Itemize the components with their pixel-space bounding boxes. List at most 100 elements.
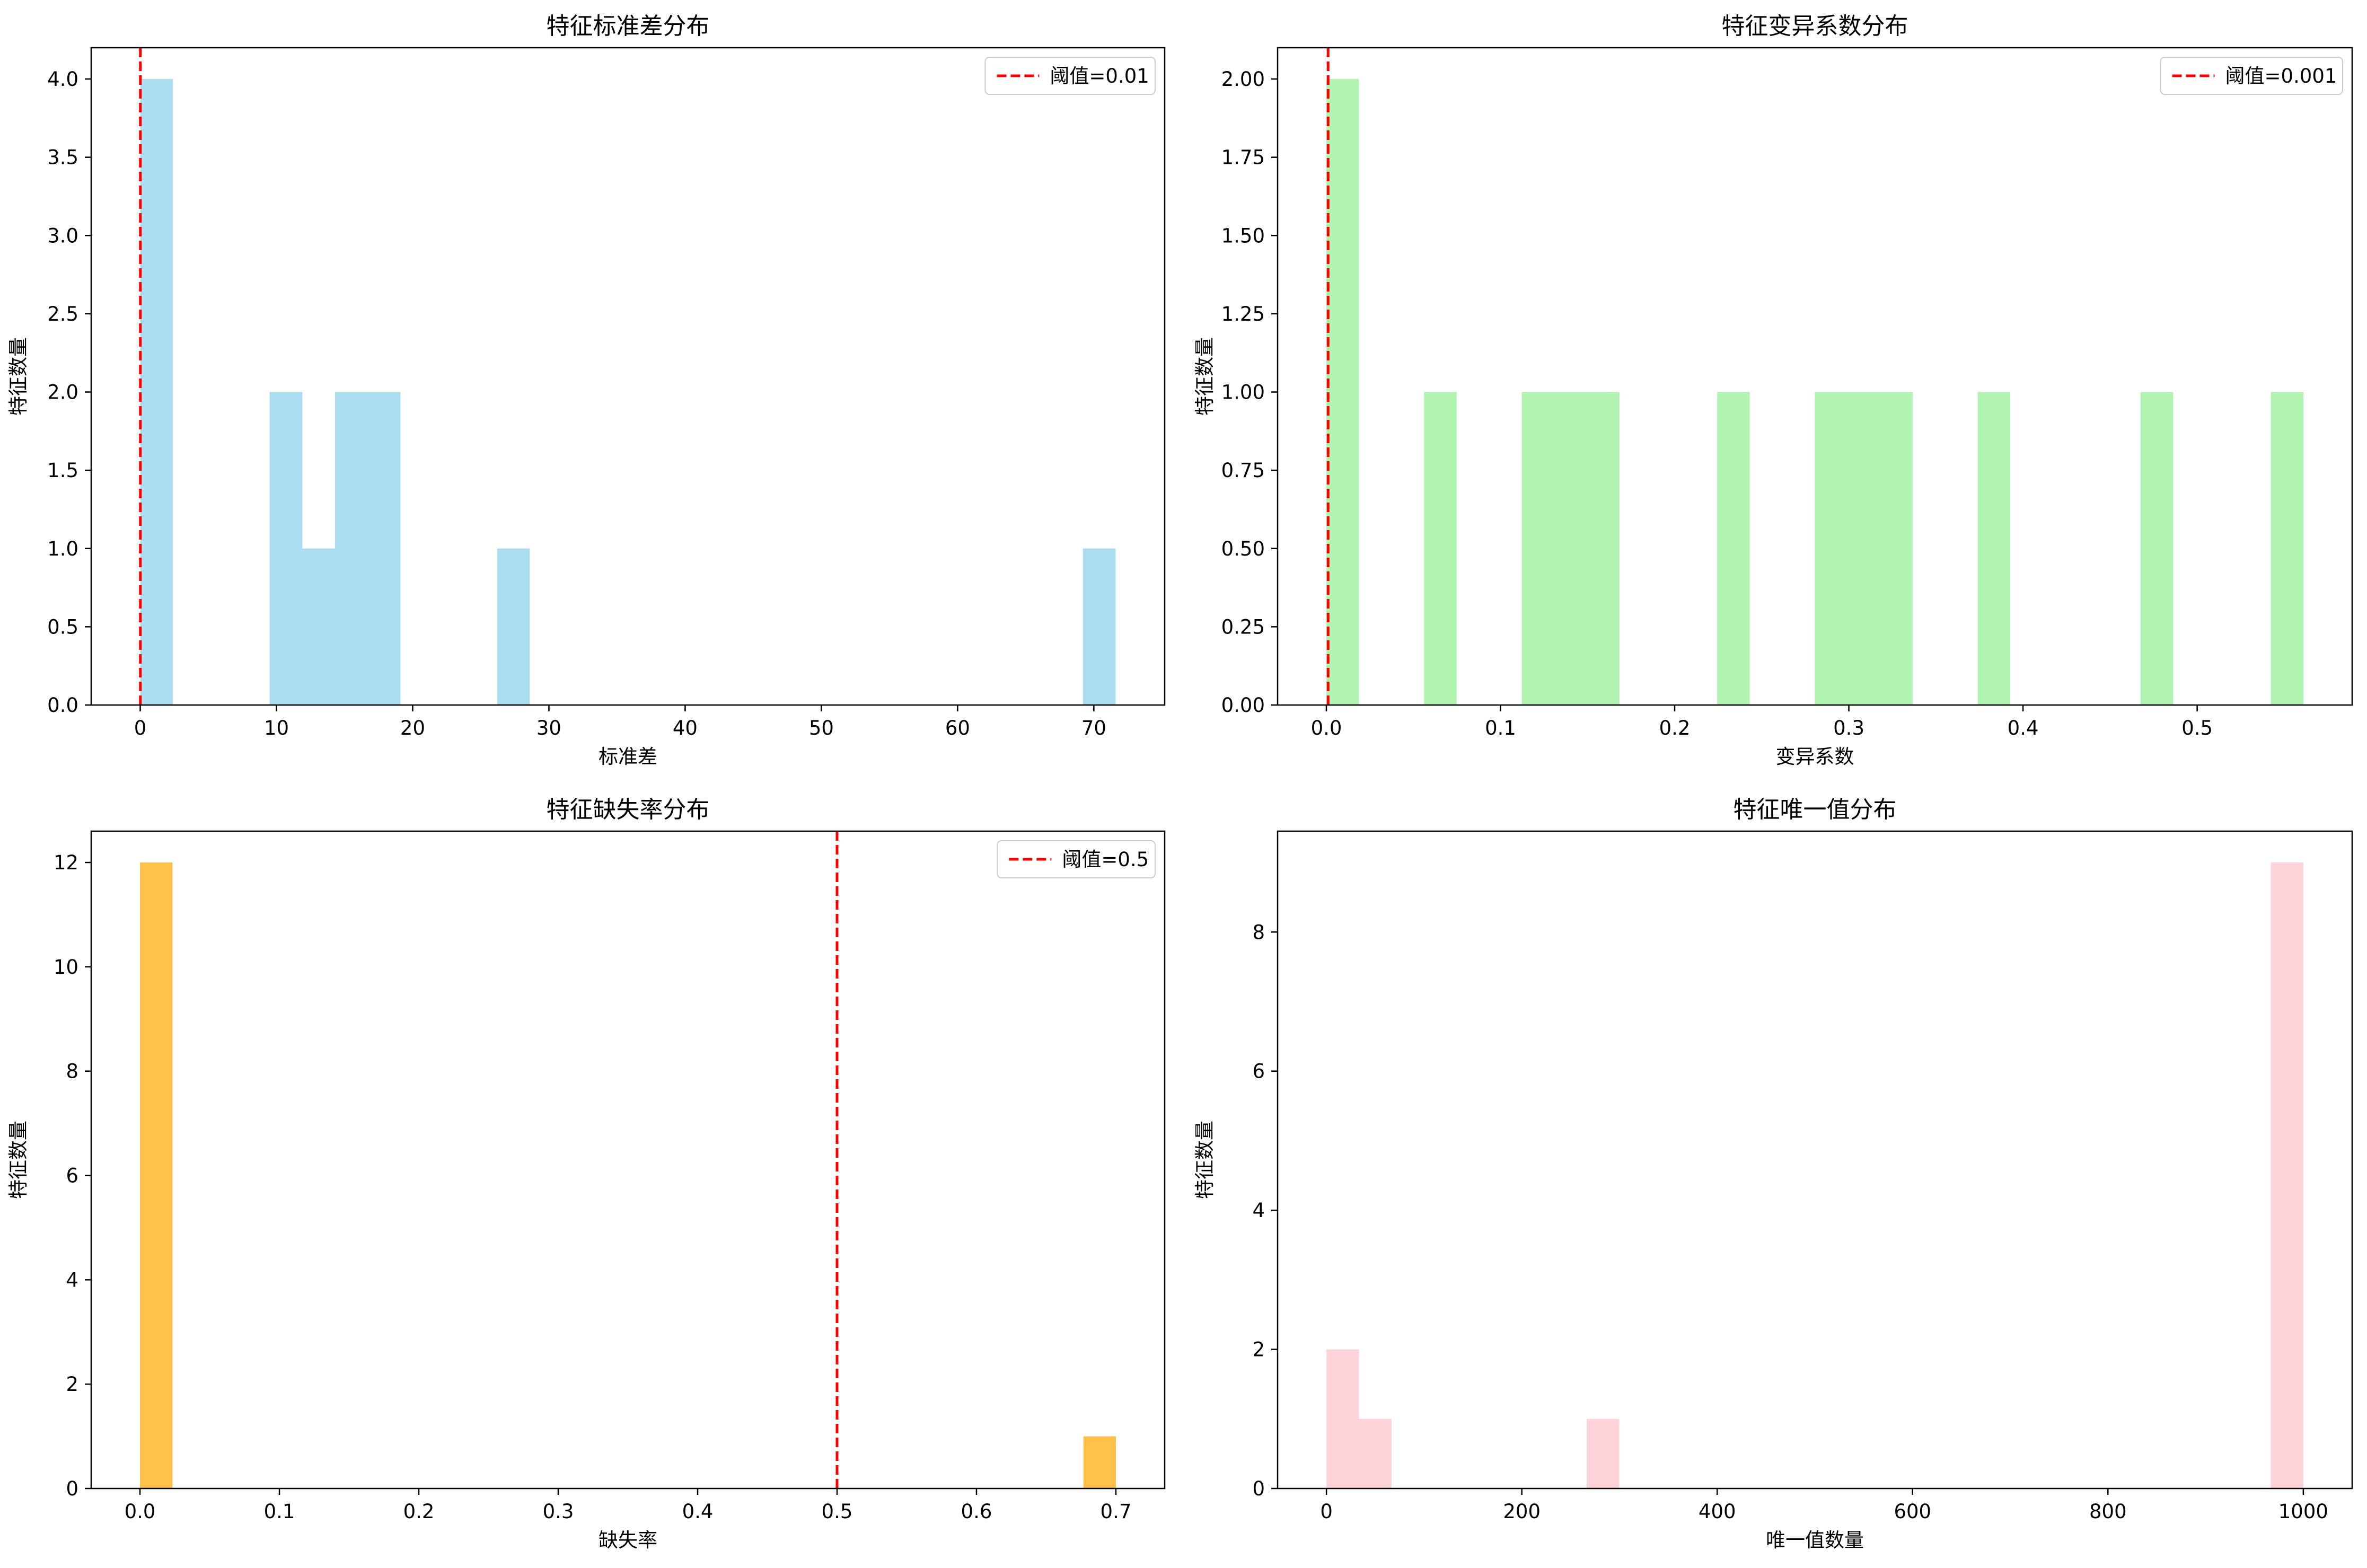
- legend: 阈值=0.001: [2160, 57, 2343, 95]
- x-tick-label: 0.3: [1833, 717, 1864, 739]
- legend-box: [997, 840, 1156, 878]
- histogram-bar: [1083, 1436, 1116, 1488]
- x-tick-label: 0.6: [961, 1500, 992, 1523]
- histogram-bar: [302, 548, 335, 705]
- y-axis-label: 特征数量: [1193, 337, 1216, 416]
- histogram-bar: [1083, 548, 1116, 705]
- y-tick-label: 0.75: [1221, 459, 1265, 482]
- legend: 阈值=0.01: [984, 57, 1156, 95]
- y-tick-label: 2: [66, 1373, 78, 1396]
- histogram-bar: [1359, 1419, 1392, 1488]
- x-tick-label: 400: [1699, 1500, 1736, 1523]
- histogram-bar: [1326, 79, 1359, 706]
- x-axis-label: 变异系数: [1776, 745, 1854, 768]
- y-tick-label: 12: [54, 851, 78, 874]
- y-tick-label: 4: [1252, 1199, 1265, 1222]
- y-tick-label: 1.00: [1221, 381, 1265, 404]
- x-tick-label: 40: [673, 717, 698, 739]
- histogram-bar: [1521, 392, 1620, 705]
- subplot-2: 0.0 0.1 0.2 0.3 0.4 0.5 0.00 0.25 0.50 0.75 1.00 1.…: [1193, 13, 2353, 768]
- x-tick-label: 200: [1503, 1500, 1541, 1523]
- x-tick-label: 30: [536, 717, 561, 739]
- y-tick-label: 1.50: [1221, 224, 1265, 247]
- x-tick-label: 0.5: [2181, 717, 2213, 739]
- y-tick-label: 1.75: [1221, 146, 1265, 169]
- histogram-bar: [140, 862, 173, 1488]
- y-tick-label: 1.25: [1221, 303, 1265, 325]
- x-tick-label: 0.2: [403, 1500, 435, 1523]
- subplot-1: 0 10 20 30 40 50 60 70 0.0 0.5 1.0 1.5 2.0 2.5 3.0 3.5 4…: [7, 13, 1166, 768]
- x-tick-label: 0.2: [1659, 717, 1691, 739]
- x-tick-label: 20: [400, 717, 425, 739]
- histogram-bar: [2271, 392, 2304, 705]
- y-axis-label: 特征数量: [7, 337, 30, 416]
- chart-title: 特征标准差分布: [547, 13, 710, 40]
- histogram-bar: [1717, 392, 1750, 705]
- legend-box: [984, 57, 1156, 95]
- y-tick-label: 2.0: [47, 381, 78, 404]
- x-axis-label: 标准差: [599, 745, 657, 768]
- y-tick-label: 0.25: [1221, 615, 1265, 638]
- x-tick-label: 800: [2089, 1500, 2127, 1523]
- axes-frame: [1277, 830, 2353, 1490]
- y-axis-label: 特征数量: [7, 1121, 30, 1199]
- legend-label: 阈值=0.01: [1050, 65, 1149, 87]
- x-axis-label: 唯一值数量: [1766, 1529, 1864, 1552]
- y-tick-label: 6: [1252, 1060, 1265, 1083]
- x-tick-label: 60: [945, 717, 970, 739]
- y-tick-label: 4: [66, 1269, 78, 1291]
- x-tick-label: 0.7: [1101, 1500, 1132, 1523]
- histogram-bar: [497, 548, 530, 705]
- y-tick-label: 0.00: [1221, 694, 1265, 717]
- legend-box: [2160, 57, 2343, 95]
- histogram-bar: [2140, 392, 2174, 705]
- legend-label: 阈值=0.5: [1062, 848, 1149, 871]
- chart-title: 特征唯一值分布: [1734, 796, 1897, 823]
- y-tick-label: 2: [1252, 1338, 1265, 1361]
- histogram-bar: [335, 392, 401, 705]
- x-tick-label: 50: [809, 717, 834, 739]
- y-tick-label: 8: [1252, 921, 1265, 944]
- histogram-bar: [140, 79, 173, 706]
- x-tick-label: 0.1: [264, 1500, 295, 1523]
- y-tick-label: 10: [54, 956, 78, 979]
- x-tick-label: 10: [264, 717, 289, 739]
- x-tick-label: 600: [1894, 1500, 1931, 1523]
- subplot-3: 0.0 0.1 0.2 0.3 0.4 0.5 0.6 0.7 0 2 4 6 8 10 12 特征缺失率分布…: [7, 796, 1166, 1552]
- x-tick-label: 0.4: [2008, 717, 2039, 739]
- histogram-bar: [1587, 1419, 1620, 1488]
- x-tick-label: 0: [134, 717, 147, 739]
- y-axis-label: 特征数量: [1193, 1121, 1216, 1199]
- histogram-bar: [1815, 392, 1913, 705]
- y-tick-label: 0.50: [1221, 538, 1265, 560]
- y-tick-label: 8: [66, 1060, 78, 1083]
- y-tick-label: 2.5: [47, 303, 78, 325]
- x-tick-label: 0.0: [125, 1500, 156, 1523]
- legend-label: 阈值=0.001: [2225, 65, 2337, 87]
- x-tick-label: 0.3: [543, 1500, 574, 1523]
- x-tick-label: 0.1: [1485, 717, 1516, 739]
- y-tick-label: 3.5: [47, 146, 78, 169]
- y-tick-label: 3.0: [47, 224, 78, 247]
- chart-title: 特征缺失率分布: [547, 796, 710, 823]
- x-tick-label: 0.5: [822, 1500, 853, 1523]
- axes-frame: [1277, 47, 2353, 706]
- legend: 阈值=0.5: [997, 840, 1156, 878]
- y-tick-label: 0.0: [47, 694, 78, 717]
- histogram-bar: [1326, 1349, 1359, 1488]
- x-axis-label: 缺失率: [599, 1529, 657, 1552]
- histogram-bar: [1424, 392, 1457, 705]
- chart-title: 特征变异系数分布: [1722, 13, 1908, 40]
- y-tick-label: 1.5: [47, 459, 78, 482]
- histogram-bar: [269, 392, 303, 705]
- x-tick-label: 0: [1320, 1500, 1333, 1523]
- y-tick-label: 0.5: [47, 615, 78, 638]
- histogram-bar: [2271, 862, 2303, 1488]
- y-tick-label: 6: [66, 1165, 78, 1187]
- axes-frame: [90, 47, 1166, 706]
- y-tick-label: 2.00: [1221, 68, 1265, 91]
- histogram-bar: [1977, 392, 2011, 705]
- y-tick-label: 4.0: [47, 68, 78, 91]
